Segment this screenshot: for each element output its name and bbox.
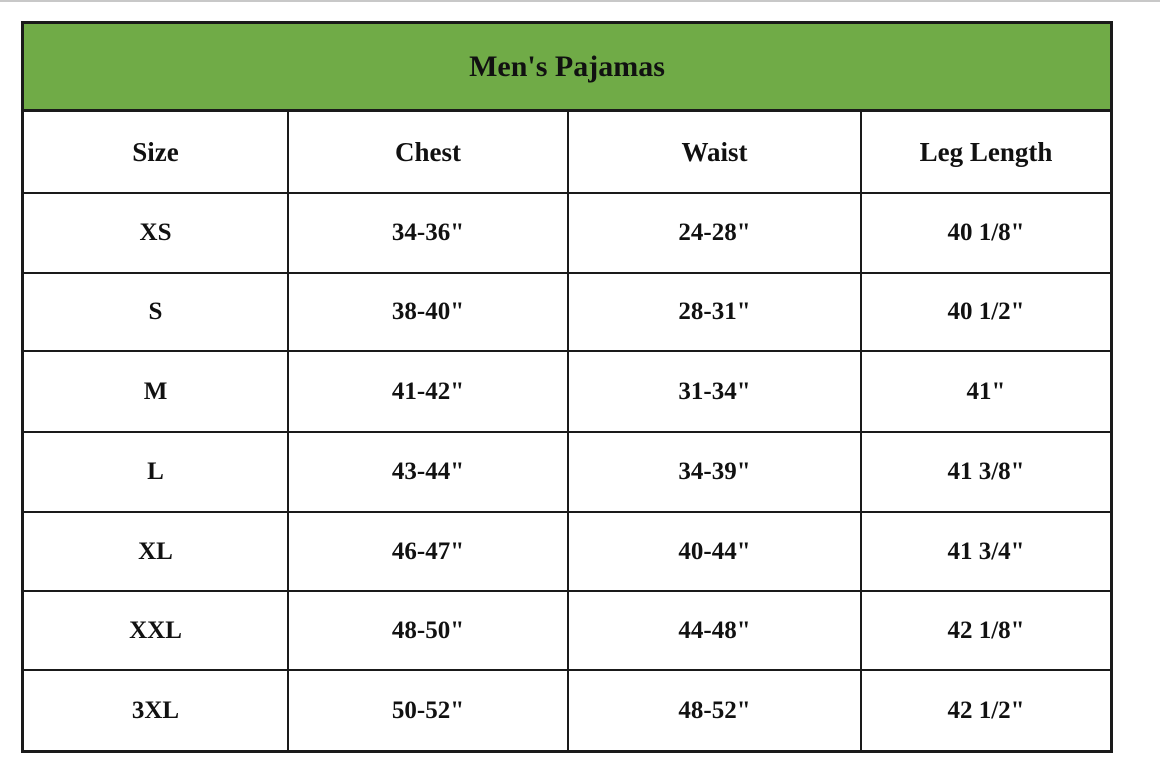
cell-waist: 28-31"	[569, 274, 862, 352]
column-header-waist: Waist	[569, 112, 862, 194]
cell-waist: 40-44"	[569, 513, 862, 592]
cell-chest: 34-36"	[289, 194, 569, 274]
column-header-size: Size	[24, 112, 289, 194]
size-chart-table: Men's Pajamas Size Chest Waist Leg Length XS…	[21, 21, 1113, 753]
table-title: Men's Pajamas	[24, 24, 1110, 112]
cell-size: XS	[24, 194, 289, 274]
cell-waist: 31-34"	[569, 352, 862, 433]
top-divider	[0, 0, 1160, 2]
cell-waist: 44-48"	[569, 592, 862, 671]
cell-leg-length: 42 1/8"	[862, 592, 1110, 671]
cell-leg-length: 42 1/2"	[947, 696, 1025, 724]
cell-leg-length: 41"	[862, 352, 1110, 433]
cell-chest: 50-52"	[289, 671, 569, 750]
cell-waist: 24-28"	[569, 194, 862, 274]
cell-size: 3XL	[24, 671, 289, 750]
cell-chest: 41-42"	[289, 352, 569, 433]
cell-leg-length: 40 1/8"	[862, 194, 1110, 274]
cell-leg-length: 40 1/2"	[862, 274, 1110, 352]
cell-leg-length: 41 3/4"	[862, 513, 1110, 592]
column-header-leg-length: Leg Length	[862, 112, 1110, 194]
cell-size: M	[24, 352, 289, 433]
cell-size: XXL	[24, 592, 289, 671]
cell-chest: 38-40"	[289, 274, 569, 352]
cell-size: XL	[24, 513, 289, 592]
cell-waist: 34-39"	[569, 433, 862, 513]
cell-chest: 48-50"	[289, 592, 569, 671]
cell-chest: 43-44"	[289, 433, 569, 513]
cell-waist: 48-52"	[569, 671, 862, 750]
cell-size: L	[24, 433, 289, 513]
cell-leg-length: 41 3/8"	[862, 433, 1110, 513]
cell-size: S	[24, 274, 289, 352]
cell-chest: 46-47"	[289, 513, 569, 592]
column-header-chest: Chest	[289, 112, 569, 194]
